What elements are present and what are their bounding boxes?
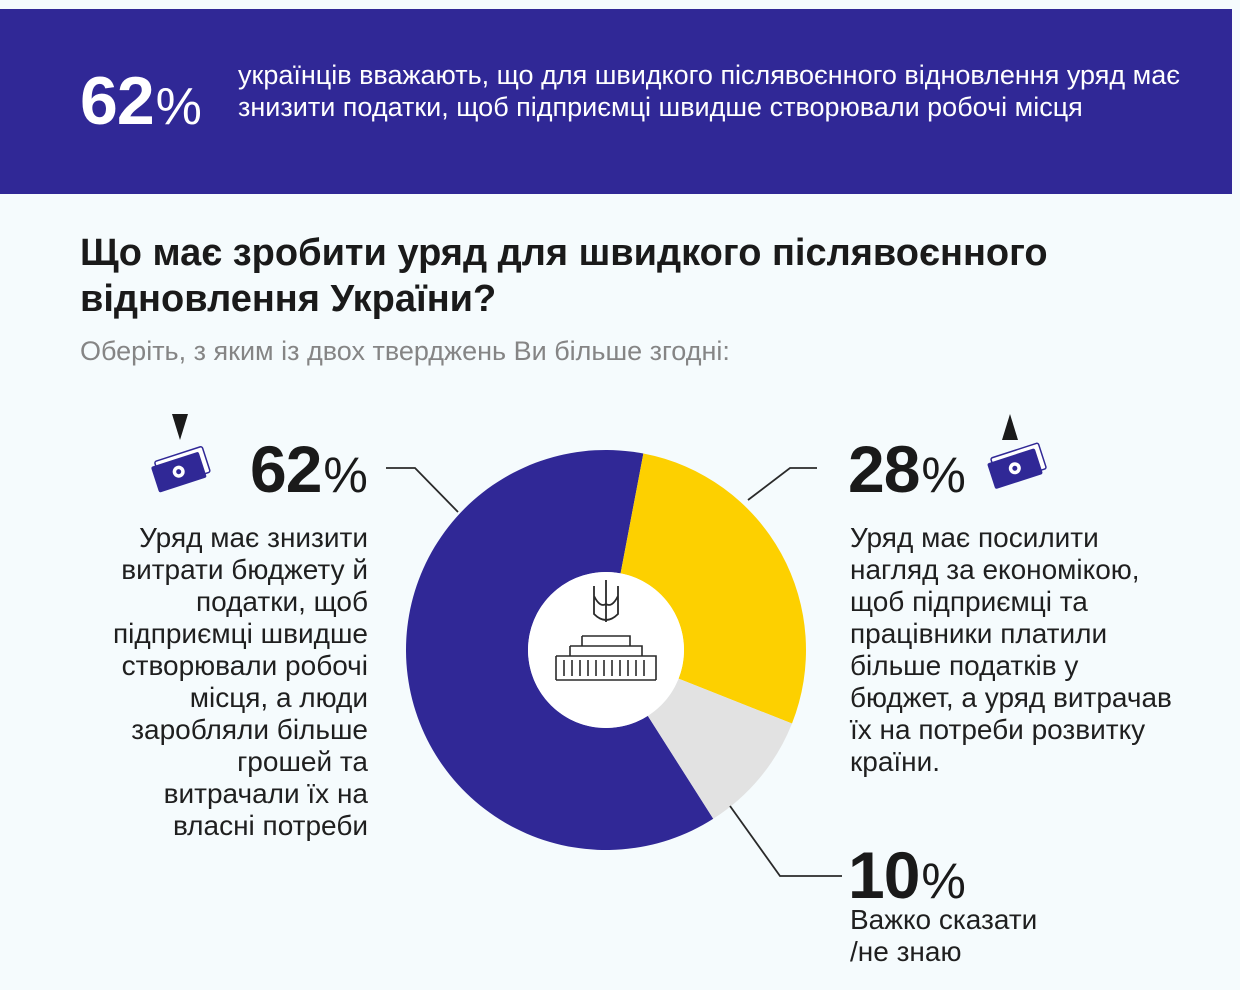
- slice-62-percent: 62%: [250, 432, 368, 506]
- slice-10-percent: 10%: [848, 838, 966, 912]
- label-line: працівники платили: [850, 618, 1108, 649]
- label-line: Важко сказати: [850, 904, 1038, 935]
- chart-slices: [405, 450, 807, 850]
- summary-text: українців вважають, що для швидкого післ…: [238, 60, 1180, 122]
- label-line: /не знаю: [850, 936, 962, 967]
- label-line: заробляли більше: [131, 714, 368, 745]
- donut-hole: [528, 572, 684, 728]
- label-line: власні потреби: [172, 810, 368, 841]
- label-line: Уряд має посилити: [850, 522, 1099, 553]
- label-line: витрачали їх на: [163, 778, 368, 809]
- label-line: створювали робочі: [121, 650, 368, 681]
- summary-banner: 62% українців вважають, що для швидкого …: [0, 9, 1232, 194]
- arrow-up-money-icon: [987, 414, 1047, 489]
- donut-slice-10: [647, 678, 792, 819]
- donut-slice-28: [620, 453, 807, 724]
- question-title: Що має зробити уряд для швидкого післяво…: [80, 232, 1048, 320]
- label-line: місця, а люди: [189, 682, 368, 713]
- label-line: податки, щоб: [195, 586, 368, 617]
- label-line: витрати бюджету й: [121, 554, 368, 585]
- question-subtitle: Оберіть, з яким із двох тверджень Ви біл…: [80, 336, 730, 366]
- slice-28-percent: 28%: [848, 432, 966, 506]
- leader-lines: [386, 467, 842, 877]
- summary-percent: 62%: [80, 63, 202, 139]
- label-line: їх на потреби розвитку: [850, 714, 1146, 745]
- trident-icon: [593, 580, 619, 622]
- label-line: країни.: [850, 746, 941, 777]
- slice-62-label: Уряд має знизити витрати бюджету й податки…: [113, 522, 368, 842]
- label-line: більше податків у: [850, 650, 1079, 681]
- donut-slice-62: [405, 450, 714, 850]
- government-building-icon: [555, 635, 657, 681]
- label-line: щоб підприємці та: [850, 586, 1088, 617]
- label-line: підприємці швидше: [112, 618, 368, 649]
- label-line: бюджет, а уряд витрачав: [850, 682, 1172, 713]
- label-line: Уряд має знизити: [139, 522, 368, 553]
- slice-28-label: Уряд має посилити нагляд за економікою, що…: [850, 522, 1172, 778]
- slice-10-label: Важко сказати/не знаю: [850, 904, 1037, 968]
- label-line: грошей та: [237, 746, 368, 777]
- arrow-down-money-icon: [151, 414, 211, 493]
- label-line: нагляд за економікою,: [850, 554, 1140, 585]
